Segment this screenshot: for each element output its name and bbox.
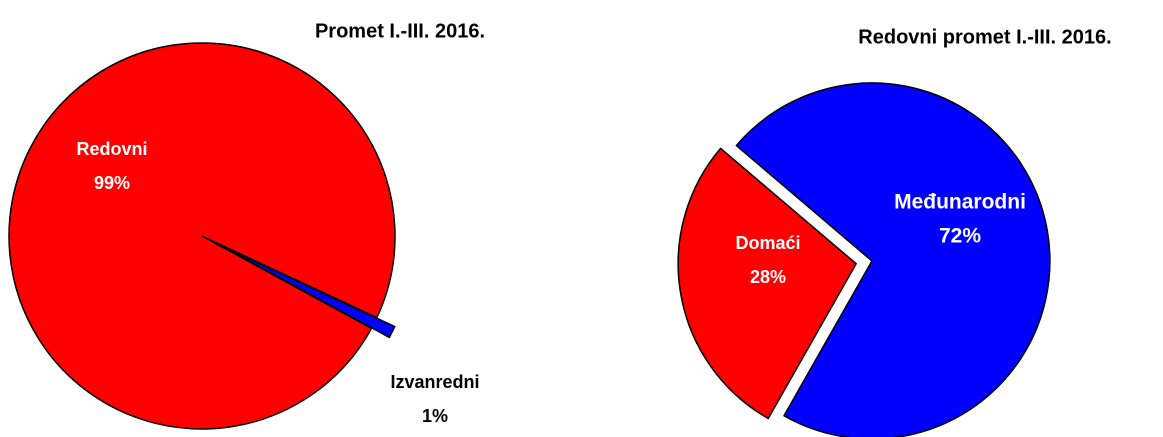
- slice-value-label: 99%: [94, 173, 130, 193]
- pie-slice: [8, 42, 396, 430]
- slice-value-label: 28%: [750, 267, 786, 287]
- slice-label: Međunarodni: [894, 191, 1026, 214]
- slice-value-label: 1%: [422, 406, 448, 426]
- slice-label: Izvanredni: [390, 372, 479, 392]
- slice-label: Redovni: [76, 139, 147, 159]
- chart-title: Promet I.-III. 2016.: [315, 20, 485, 42]
- pie-slice: [219, 244, 396, 339]
- slice-value-label: 72%: [939, 225, 981, 248]
- chart-title: Redovni promet I.-III. 2016.: [858, 26, 1111, 48]
- slice-label: Domaći: [735, 233, 800, 253]
- pie-slice: [677, 147, 857, 420]
